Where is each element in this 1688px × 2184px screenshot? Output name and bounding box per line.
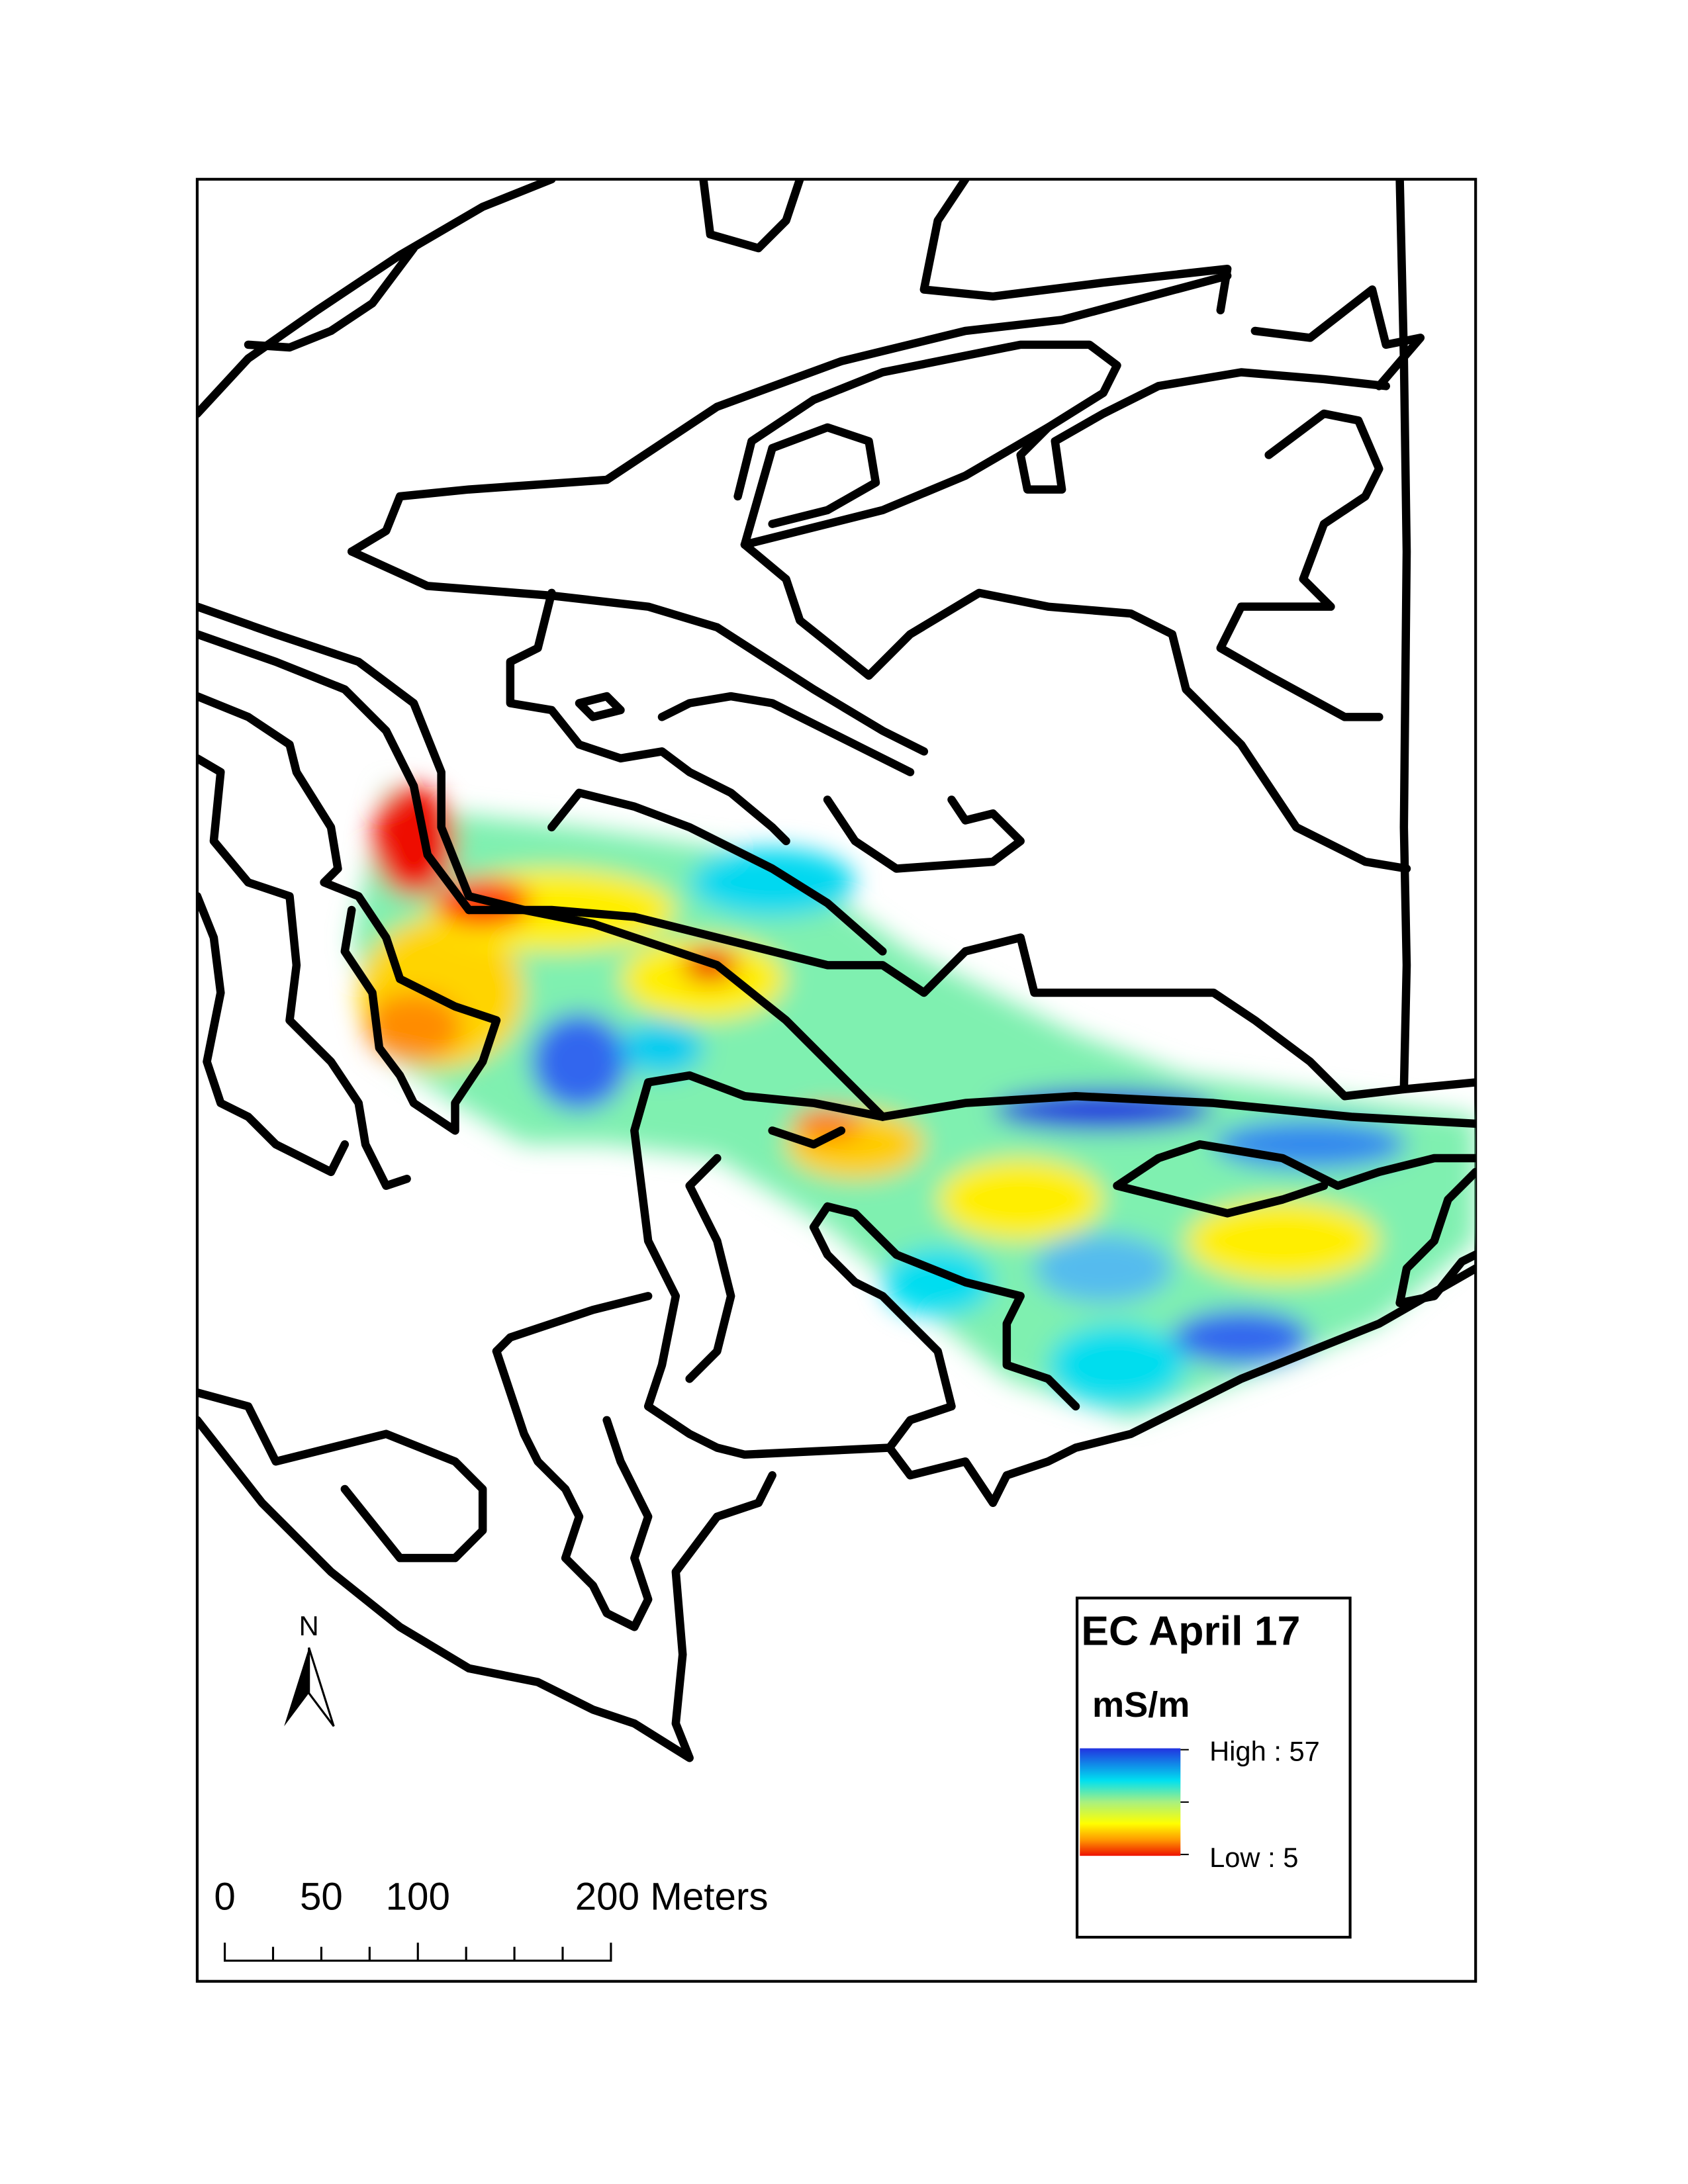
scale-line xyxy=(224,1942,612,1962)
scale-label: 200 Meters xyxy=(575,1875,769,1918)
scale-label: 0 xyxy=(214,1875,235,1918)
scale-label: 50 xyxy=(300,1875,343,1918)
map-content xyxy=(197,179,1476,1762)
scale-bar: 0 50 100 200 Meters xyxy=(214,1875,769,1962)
color-ramp xyxy=(1080,1748,1181,1856)
arrow-right xyxy=(308,1647,335,1727)
legend-high-label: High : 57 xyxy=(1209,1735,1320,1766)
north-label: N xyxy=(299,1610,319,1641)
arrow-left xyxy=(284,1647,309,1727)
scale-label: 100 xyxy=(386,1875,450,1918)
north-arrow: N xyxy=(284,1610,335,1727)
boundary-lines xyxy=(197,179,1476,1762)
legend-title: EC April 17 xyxy=(1081,1608,1300,1654)
legend-unit: mS/m xyxy=(1092,1685,1190,1725)
legend-low-label: Low : 5 xyxy=(1209,1842,1298,1873)
legend: EC April 17 mS/m High : 57 Low : 5 xyxy=(1076,1596,1352,1939)
